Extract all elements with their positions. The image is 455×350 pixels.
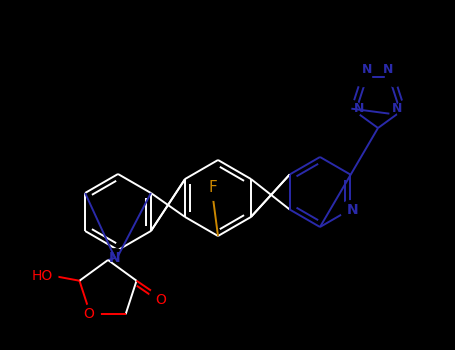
Text: O: O [155,293,166,307]
Text: N: N [347,203,358,217]
Text: N: N [383,63,394,76]
Text: HO: HO [32,269,53,283]
Text: O: O [83,307,94,321]
Text: F: F [209,181,217,196]
Text: N: N [391,102,402,115]
Text: N: N [354,102,364,115]
Text: N: N [109,251,121,265]
Text: N: N [362,63,373,76]
